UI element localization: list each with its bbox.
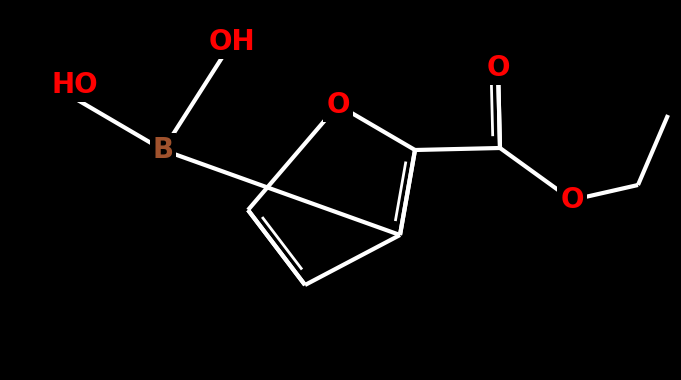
Text: O: O [326, 91, 350, 119]
Text: HO: HO [52, 71, 99, 99]
Text: OH: OH [208, 28, 255, 56]
Text: O: O [560, 186, 584, 214]
Text: B: B [153, 136, 174, 164]
Text: O: O [486, 54, 510, 82]
